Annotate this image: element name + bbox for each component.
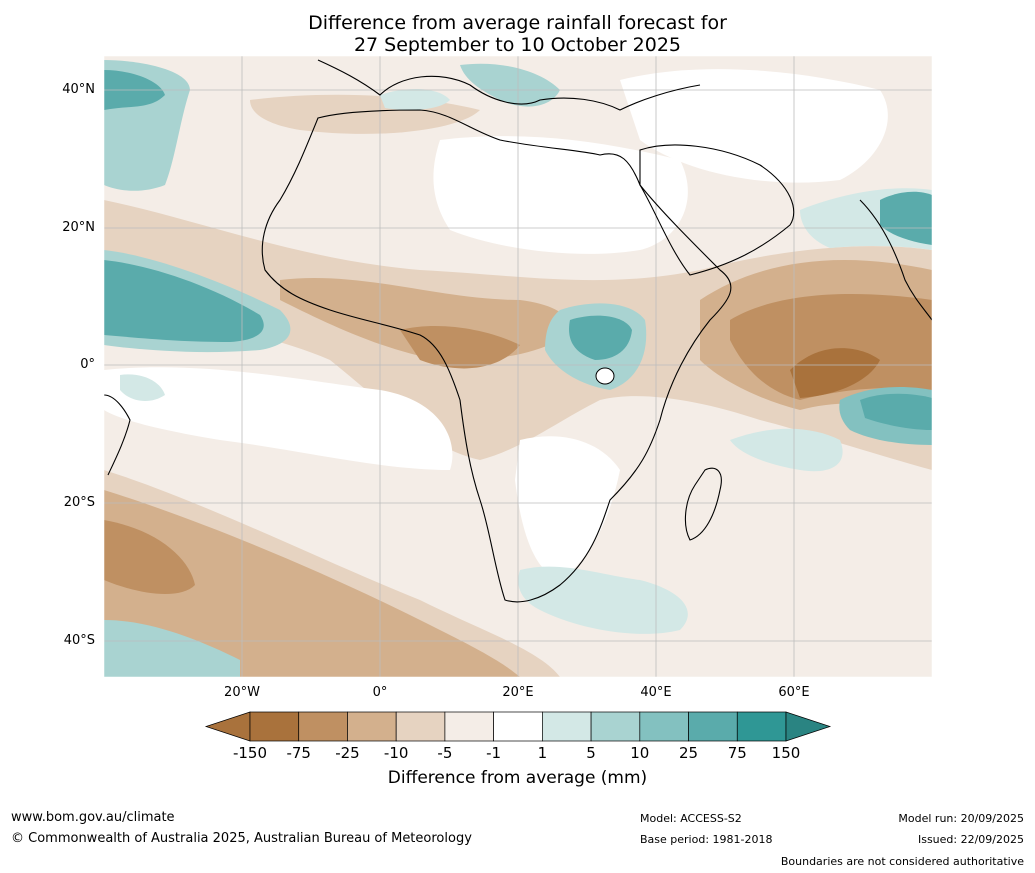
south-america-coastline [104, 394, 131, 476]
strong-wet-anomaly-region [569, 315, 632, 360]
model-name: Model: ACCESS-S2 [640, 812, 742, 825]
madagascar-coastline [684, 467, 722, 541]
boundaries-disclaimer: Boundaries are not considered authoritat… [780, 855, 1024, 868]
weak-wet-anomaly-region [730, 428, 843, 472]
lat-label-20n: 20°N [62, 220, 95, 235]
colorbar-tick-label: 150 [771, 744, 801, 762]
map-title-line1: Difference from average rainfall forecas… [308, 12, 727, 34]
near-average-region [433, 136, 688, 254]
india-coastline [859, 199, 932, 321]
lon-label-60e: 60°E [778, 685, 810, 700]
strong-dry-anomaly-region [730, 294, 932, 400]
lon-label-40e: 40°E [640, 685, 672, 700]
lon-label-0: 0° [372, 685, 388, 700]
map-canvas [104, 56, 932, 677]
africa-coastline [261, 109, 732, 603]
colorbar-tick-label: 1 [537, 744, 548, 762]
colorbar-tick-label: -25 [335, 744, 360, 762]
colorbar-tick-label: -10 [383, 744, 409, 762]
dry-anomaly-region [104, 490, 520, 677]
strong-dry-anomaly-region [400, 325, 520, 369]
map-title-line2: 27 September to 10 October 2025 [353, 34, 682, 56]
weak-wet-anomaly-region [518, 566, 688, 634]
model-run-date: Model run: 20/09/2025 [898, 812, 1024, 825]
lon-label-20w: 20°W [224, 685, 260, 700]
colorbar-tick-label: -75 [286, 744, 311, 762]
website-link[interactable]: www.bom.gov.au/climate [11, 810, 175, 825]
weak-wet-anomaly-region [380, 88, 450, 110]
colorbar-title: Difference from average (mm) [387, 768, 648, 788]
lat-label-equator: 0° [80, 357, 95, 372]
colorbar-tick-label: 25 [678, 744, 699, 762]
strongest-dry-anomaly-region [790, 348, 880, 398]
strong-wet-anomaly-region [104, 260, 264, 342]
strong-dry-anomaly-region [104, 520, 195, 595]
europe-coastline [317, 59, 701, 111]
arabia-coastline [639, 144, 795, 276]
near-average-region [620, 69, 888, 183]
map-frame [103, 55, 933, 678]
lat-label-40s: 40°S [63, 633, 95, 648]
colorbar-tick-label: -1 [486, 744, 502, 762]
colorbar-tick-label: 10 [630, 744, 650, 762]
near-average-region [515, 436, 620, 580]
lon-label-20e: 20°E [502, 685, 534, 700]
lat-label-20s: 20°S [63, 495, 95, 510]
strong-wet-anomaly-region [880, 191, 932, 245]
lake-victoria [595, 367, 615, 385]
lat-label-40n: 40°N [62, 82, 95, 97]
colorbar-tick-label: 75 [727, 744, 747, 762]
wet-anomaly-region [460, 63, 560, 107]
colorbar-tick-label: -5 [437, 744, 453, 762]
strong-wet-anomaly-region [860, 393, 932, 430]
weak-wet-anomaly-region [120, 374, 165, 402]
copyright-notice: © Commonwealth of Australia 2025, Austra… [11, 831, 472, 846]
base-period: Base period: 1981-2018 [640, 833, 773, 846]
near-average-region [104, 367, 453, 470]
graticule [104, 56, 932, 677]
wet-anomaly-region [104, 620, 240, 677]
colorbar-tick-label: -150 [232, 744, 268, 762]
colorbar-tick-label: 5 [586, 744, 596, 762]
issued-date: Issued: 22/09/2025 [917, 833, 1024, 846]
